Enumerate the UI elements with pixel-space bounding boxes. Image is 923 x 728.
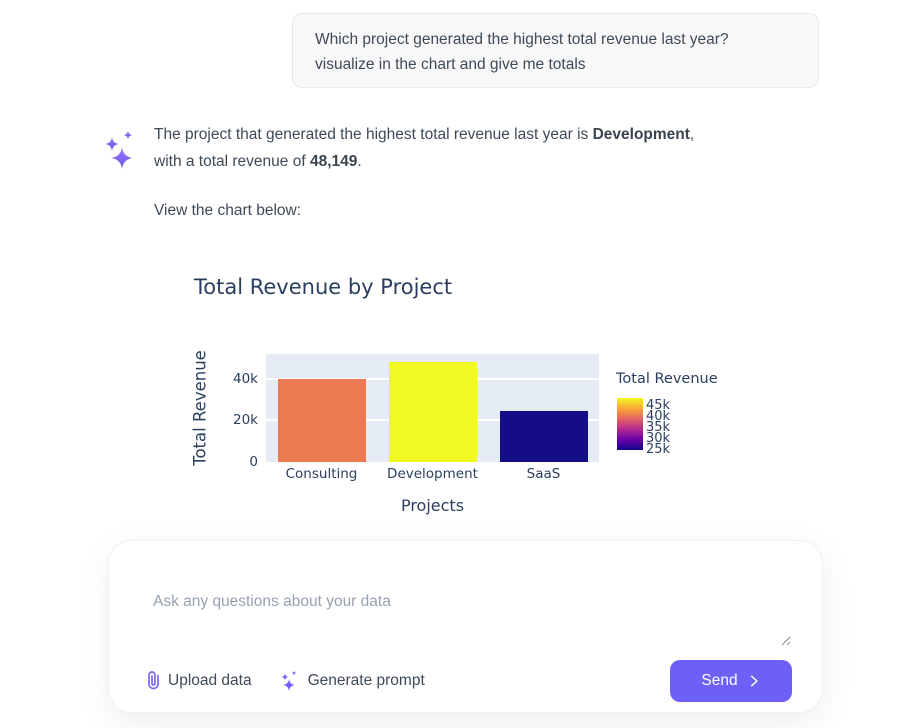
- user-message-line-2: visualize in the chart and give me total…: [315, 56, 586, 73]
- generate-prompt-label: Generate prompt: [307, 672, 425, 689]
- assistant-message-text: The project that generated the highest t…: [154, 126, 695, 170]
- paperclip-icon: [147, 671, 160, 691]
- question-input[interactable]: [133, 555, 797, 649]
- bar-development[interactable]: [388, 362, 477, 462]
- colorbar-tick-label: 45k: [646, 397, 671, 413]
- x-tick-label: Consulting: [285, 466, 358, 482]
- composer-card: Upload data Generate prompt Send: [108, 540, 823, 713]
- y-tick-label: 40k: [233, 370, 258, 387]
- x-tick-label: Development: [387, 466, 478, 482]
- send-button[interactable]: Send: [670, 660, 792, 702]
- upload-data-label: Upload data: [168, 672, 252, 689]
- assistant-sparkles-icon: [103, 128, 136, 170]
- y-tick-label: 0: [249, 454, 258, 470]
- sparkles-icon: [280, 669, 300, 693]
- chart-x-axis-title: Projects: [400, 496, 465, 515]
- upload-data-button[interactable]: Upload data: [147, 671, 252, 691]
- chart-x-ticks: Consulting Development SaaS: [266, 466, 599, 484]
- bar-saas[interactable]: [499, 411, 588, 462]
- user-message-line-1: Which project generated the highest tota…: [315, 31, 729, 48]
- chevron-right-icon: [747, 674, 761, 688]
- colorbar-tick-label: 25k: [646, 441, 671, 457]
- colorbar-tick-label: 40k: [646, 408, 671, 424]
- chart-plot-area[interactable]: [266, 354, 599, 462]
- colorbar-gradient: [617, 398, 643, 450]
- chart-y-axis-title: Total Revenue: [190, 350, 210, 466]
- chart-title: Total Revenue by Project: [194, 275, 453, 299]
- colorbar-tick-label: 35k: [646, 419, 671, 435]
- user-message-bubble: Which project generated the highest tota…: [292, 13, 819, 88]
- bar-consulting[interactable]: [277, 378, 366, 462]
- colorbar-tick-label: 30k: [646, 430, 671, 446]
- generate-prompt-button[interactable]: Generate prompt: [280, 669, 425, 693]
- composer-actions: Upload data Generate prompt Send: [147, 660, 792, 702]
- colorbar-title: Total Revenue: [616, 371, 718, 387]
- y-tick-label: 20k: [233, 412, 258, 429]
- assistant-followup-text: View the chart below:: [154, 202, 302, 219]
- send-label: Send: [701, 672, 738, 689]
- x-tick-label: SaaS: [526, 466, 561, 482]
- textarea-resize-handle[interactable]: [779, 634, 793, 648]
